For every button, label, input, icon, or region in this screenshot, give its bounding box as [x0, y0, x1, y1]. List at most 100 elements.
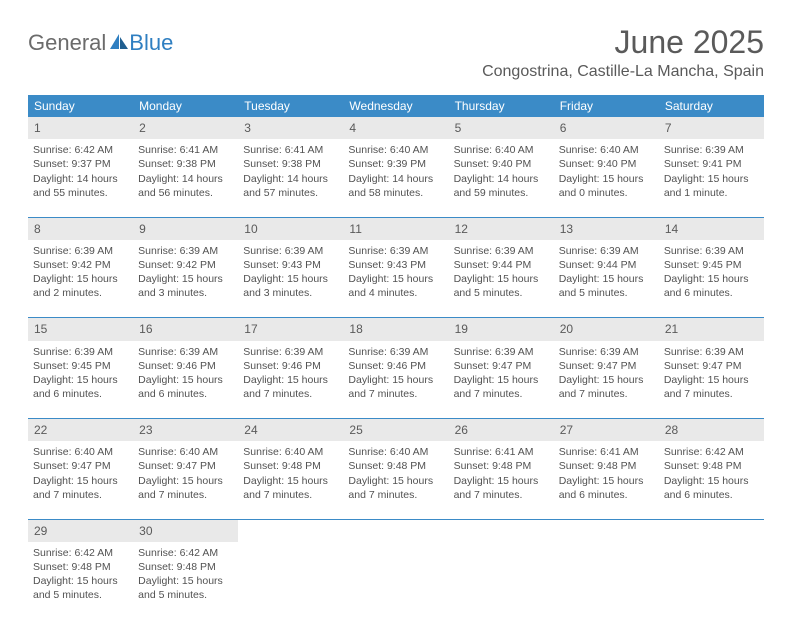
sunrise-value: 6:40 AM — [390, 144, 429, 156]
day-cell: Sunrise: 6:41 AMSunset: 9:48 PMDaylight:… — [554, 441, 659, 519]
daynum-row: 22232425262728 — [28, 419, 764, 441]
sunset-value: 9:41 PM — [702, 158, 741, 170]
daylight: Daylight: 15 hours and 3 minutes. — [138, 272, 233, 300]
sunset-label: Sunset: — [33, 460, 72, 472]
day-number-cell: 22 — [28, 419, 133, 441]
day-cell: Sunrise: 6:39 AMSunset: 9:47 PMDaylight:… — [659, 341, 764, 419]
calendar-table: Sunday Monday Tuesday Wednesday Thursday… — [28, 95, 764, 620]
sunrise-label: Sunrise: — [664, 446, 705, 458]
day-number-cell: 25 — [343, 419, 448, 441]
day-number-cell: 3 — [238, 117, 343, 139]
sunset: Sunset: 9:42 PM — [138, 258, 233, 272]
sunset-value: 9:45 PM — [702, 259, 741, 271]
day-cell: Sunrise: 6:42 AMSunset: 9:48 PMDaylight:… — [659, 441, 764, 519]
sunrise: Sunrise: 6:42 AM — [138, 546, 233, 560]
sunset-value: 9:38 PM — [282, 158, 321, 170]
day-number: 29 — [34, 524, 47, 538]
sunset-label: Sunset: — [559, 360, 598, 372]
daylight: Daylight: 15 hours and 2 minutes. — [33, 272, 128, 300]
day-number-cell: 20 — [554, 318, 659, 340]
daylight-label: Daylight: — [559, 475, 603, 487]
sunset: Sunset: 9:48 PM — [138, 560, 233, 574]
sunset: Sunset: 9:47 PM — [454, 359, 549, 373]
week-row: Sunrise: 6:42 AMSunset: 9:48 PMDaylight:… — [28, 542, 764, 620]
sunset-value: 9:48 PM — [702, 460, 741, 472]
sunrise-value: 6:39 AM — [705, 346, 744, 358]
day-number-cell: 2 — [133, 117, 238, 139]
sunrise-value: 6:39 AM — [74, 346, 113, 358]
daylight-label: Daylight: — [348, 173, 392, 185]
sunset: Sunset: 9:48 PM — [243, 459, 338, 473]
daylight: Daylight: 15 hours and 6 minutes. — [559, 474, 654, 502]
sunset: Sunset: 9:40 PM — [559, 157, 654, 171]
day-number-cell: 16 — [133, 318, 238, 340]
sunset-label: Sunset: — [454, 259, 493, 271]
day-number-cell: 29 — [28, 520, 133, 542]
day-number: 4 — [349, 121, 356, 135]
day-number: 8 — [34, 222, 41, 236]
day-cell: Sunrise: 6:39 AMSunset: 9:42 PMDaylight:… — [133, 240, 238, 318]
week-row: Sunrise: 6:39 AMSunset: 9:42 PMDaylight:… — [28, 240, 764, 318]
weekday-header: Sunday — [28, 95, 133, 117]
day-cell: Sunrise: 6:39 AMSunset: 9:44 PMDaylight:… — [449, 240, 554, 318]
day-number: 20 — [560, 322, 573, 336]
sunrise: Sunrise: 6:42 AM — [33, 546, 128, 560]
sunset-value: 9:45 PM — [72, 360, 111, 372]
sunset-label: Sunset: — [348, 360, 387, 372]
weekday-header: Friday — [554, 95, 659, 117]
sunrise: Sunrise: 6:40 AM — [33, 445, 128, 459]
sunrise-value: 6:39 AM — [390, 346, 429, 358]
sunset-label: Sunset: — [348, 158, 387, 170]
sunset-label: Sunset: — [664, 158, 703, 170]
day-number-cell: 11 — [343, 218, 448, 240]
sunrise-label: Sunrise: — [33, 144, 74, 156]
day-number-cell: 4 — [343, 117, 448, 139]
sunrise-value: 6:41 AM — [180, 144, 219, 156]
sunset-label: Sunset: — [33, 561, 72, 573]
day-number: 25 — [349, 423, 362, 437]
sunset-label: Sunset: — [559, 460, 598, 472]
day-cell: Sunrise: 6:39 AMSunset: 9:45 PMDaylight:… — [28, 341, 133, 419]
sunrise-value: 6:39 AM — [495, 245, 534, 257]
sunrise: Sunrise: 6:40 AM — [243, 445, 338, 459]
daylight: Daylight: 15 hours and 5 minutes. — [138, 574, 233, 602]
sunrise-value: 6:39 AM — [390, 245, 429, 257]
sunrise-value: 6:40 AM — [600, 144, 639, 156]
daylight: Daylight: 14 hours and 58 minutes. — [348, 172, 443, 200]
weekday-header: Thursday — [449, 95, 554, 117]
daylight: Daylight: 15 hours and 4 minutes. — [348, 272, 443, 300]
sunset-label: Sunset: — [664, 460, 703, 472]
logo-text-1: General — [28, 30, 106, 56]
day-number-cell — [554, 520, 659, 542]
day-number: 13 — [560, 222, 573, 236]
daylight: Daylight: 15 hours and 3 minutes. — [243, 272, 338, 300]
daylight: Daylight: 15 hours and 7 minutes. — [348, 474, 443, 502]
sunset: Sunset: 9:45 PM — [664, 258, 759, 272]
sunset-value: 9:48 PM — [177, 561, 216, 573]
sunset-label: Sunset: — [33, 158, 72, 170]
day-number-cell: 13 — [554, 218, 659, 240]
day-number-cell: 23 — [133, 419, 238, 441]
sunset: Sunset: 9:48 PM — [454, 459, 549, 473]
daylight: Daylight: 15 hours and 7 minutes. — [348, 373, 443, 401]
day-cell: Sunrise: 6:39 AMSunset: 9:47 PMDaylight:… — [554, 341, 659, 419]
day-number-cell: 6 — [554, 117, 659, 139]
day-number: 21 — [665, 322, 678, 336]
sunset-value: 9:46 PM — [177, 360, 216, 372]
daynum-row: 15161718192021 — [28, 318, 764, 340]
sunrise-value: 6:42 AM — [74, 547, 113, 559]
sunset-value: 9:40 PM — [597, 158, 636, 170]
day-number-cell — [343, 520, 448, 542]
daylight: Daylight: 15 hours and 7 minutes. — [664, 373, 759, 401]
daylight-label: Daylight: — [348, 374, 392, 386]
day-number-cell: 18 — [343, 318, 448, 340]
sunrise-label: Sunrise: — [348, 346, 389, 358]
day-cell: Sunrise: 6:39 AMSunset: 9:41 PMDaylight:… — [659, 139, 764, 217]
sunrise: Sunrise: 6:39 AM — [138, 244, 233, 258]
sunrise: Sunrise: 6:39 AM — [559, 345, 654, 359]
day-number: 3 — [244, 121, 251, 135]
day-cell: Sunrise: 6:39 AMSunset: 9:46 PMDaylight:… — [343, 341, 448, 419]
logo-text-2: Blue — [129, 30, 173, 56]
daylight-label: Daylight: — [33, 173, 77, 185]
week-row: Sunrise: 6:42 AMSunset: 9:37 PMDaylight:… — [28, 139, 764, 217]
